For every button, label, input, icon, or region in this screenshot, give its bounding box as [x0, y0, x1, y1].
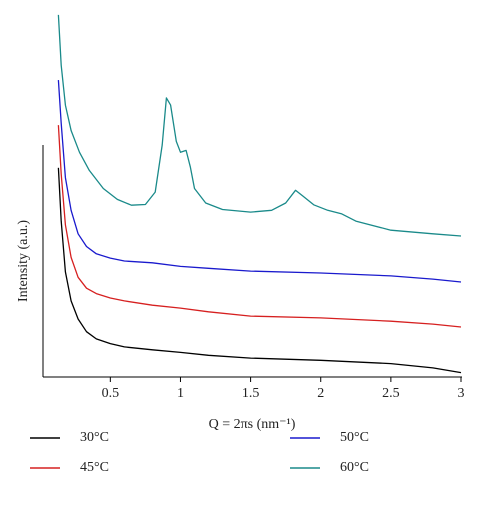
x-tick-label: 0.5 — [102, 386, 120, 401]
x-tick-label: 1.5 — [242, 386, 260, 401]
series-line — [57, 14, 462, 237]
x-tick-label: 3 — [458, 386, 465, 401]
x-axis-label: Q = 2πs (nm⁻¹) — [209, 417, 296, 432]
series-line — [57, 167, 462, 374]
y-axis-label: Intensity (a.u.) — [16, 220, 31, 302]
series-line — [57, 80, 462, 283]
legend-label: 30°C — [80, 430, 109, 445]
x-tick-label: 1 — [177, 386, 184, 401]
legend-label: 60°C — [340, 460, 369, 475]
legend-label: 50°C — [340, 430, 369, 445]
x-tick-label: 2.5 — [382, 386, 400, 401]
series-line — [57, 125, 462, 328]
x-tick-label: 2 — [317, 386, 324, 401]
legend-label: 45°C — [80, 460, 109, 475]
